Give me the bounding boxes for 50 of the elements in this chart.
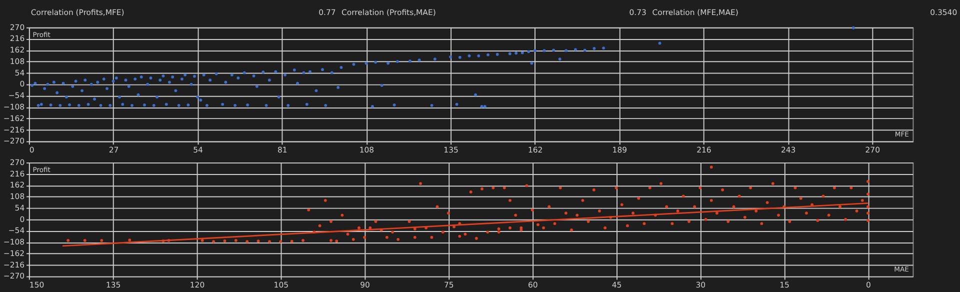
- x-tick-label: 75: [444, 280, 454, 290]
- x-tick-label: 0: [29, 145, 34, 154]
- x-tick-label: 108: [359, 145, 374, 154]
- y-tick-label: 108: [10, 192, 25, 202]
- x-tick-label: 135: [106, 280, 121, 290]
- y-tick-label: 216: [10, 34, 25, 44]
- y-tick-label: 216: [10, 169, 25, 178]
- text: Correlation (Profits,MFE): [30, 8, 124, 17]
- y-tick-label: −54: [8, 91, 25, 100]
- y-tick-label: 54: [14, 68, 25, 78]
- y-tick-label: 54: [14, 203, 25, 212]
- y-tick-label: −162: [3, 114, 25, 123]
- x-tick-label: 81: [277, 145, 288, 154]
- x-tick-label: 120: [190, 280, 205, 290]
- y-tick-label: 162: [10, 46, 25, 55]
- y-tick-label: −108: [3, 102, 25, 112]
- y-tick-label: 270: [10, 22, 25, 32]
- x-tick-label: 270: [865, 145, 880, 154]
- x-tick-label: 54: [193, 145, 204, 154]
- y-tick-label: 270: [10, 158, 25, 167]
- y-tick-label: 0: [20, 80, 25, 89]
- x-tick-label: 243: [780, 145, 796, 154]
- y-tick-label: −162: [3, 248, 25, 258]
- y-tick-label: 162: [10, 180, 25, 190]
- x-tick-label: 162: [528, 145, 543, 154]
- y-tick-label: 108: [10, 56, 25, 66]
- y-tick-label: −54: [8, 226, 25, 236]
- x-tick-label: 90: [360, 280, 370, 290]
- x-tick-label: 216: [696, 145, 712, 154]
- x-tick-label: 135: [444, 145, 458, 154]
- x-tick-label: 45: [612, 280, 622, 290]
- y-tick-label: −216: [3, 260, 25, 270]
- x-tick-label: 60: [528, 280, 538, 290]
- x-tick-label: 189: [612, 145, 628, 154]
- x-tick-label: 105: [274, 280, 289, 290]
- y-tick-label: 0: [20, 214, 25, 224]
- x-tick-label: 30: [696, 280, 706, 290]
- text: 0.3540: [930, 8, 958, 17]
- text: Correlation (MFE,MAE): [652, 8, 738, 17]
- text: 0.73: [629, 8, 647, 17]
- y-tick-label: −216: [3, 125, 25, 134]
- y-tick-label: −270: [3, 136, 25, 146]
- x-tick-label: 0: [866, 280, 872, 290]
- x-tick-label: 15: [780, 280, 790, 290]
- y-tick-label: −108: [3, 238, 25, 247]
- y-tick-label: −270: [3, 272, 25, 281]
- x-tick-label: 150: [29, 280, 44, 290]
- x-tick-label: 27: [108, 145, 119, 154]
- text: 0.77: [318, 8, 336, 17]
- text: Correlation (Profits,MAE): [342, 8, 436, 17]
